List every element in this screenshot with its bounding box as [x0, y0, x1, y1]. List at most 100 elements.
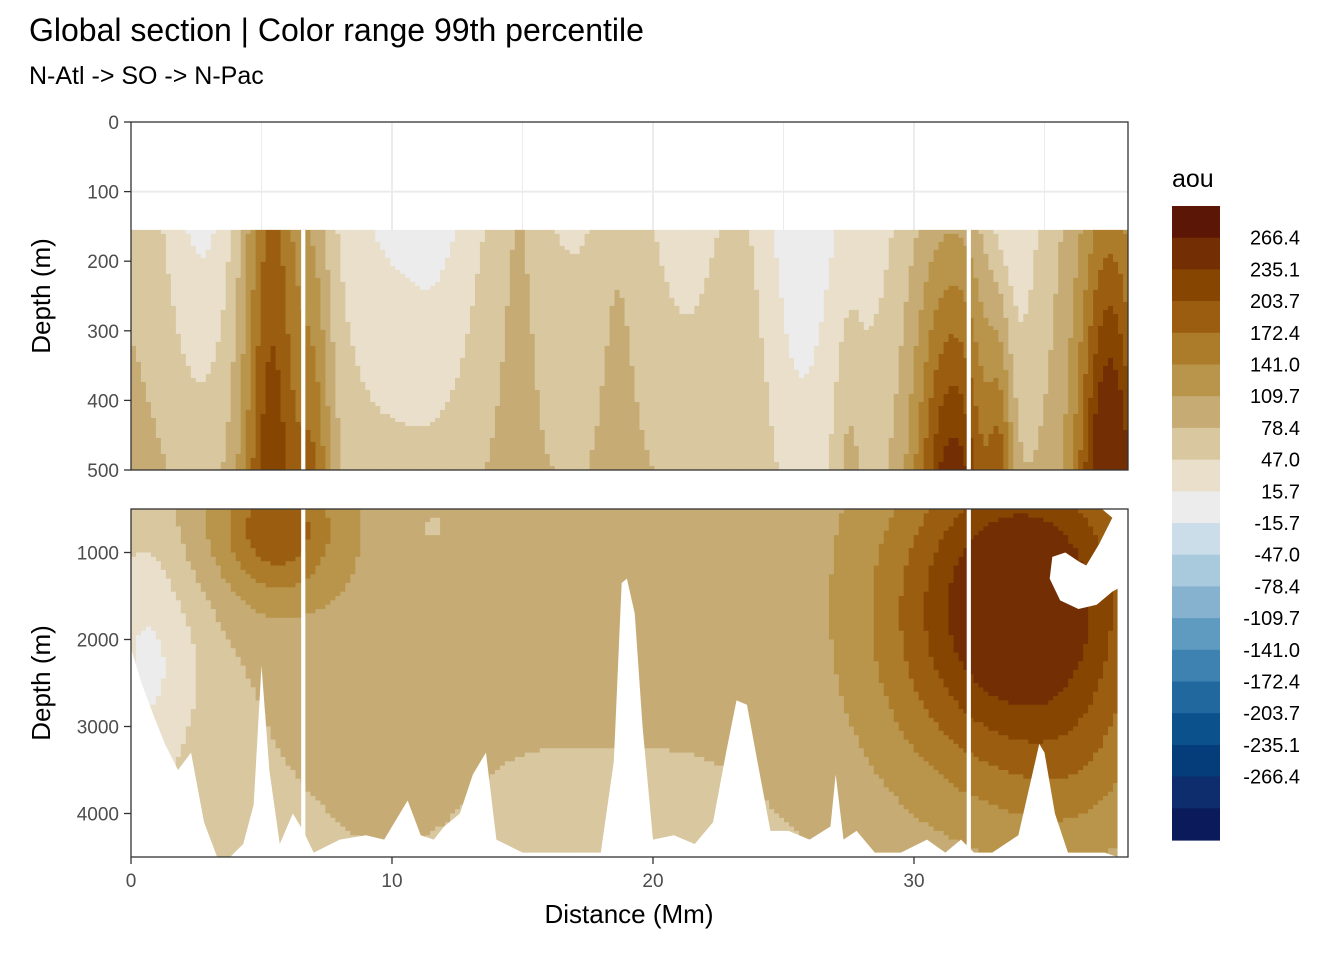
aou-cell: [295, 421, 302, 470]
aou-cell: [230, 509, 237, 554]
chart-title: Global section | Color range 99th percen…: [29, 12, 644, 48]
x-tick-label: 20: [642, 871, 663, 892]
legend-swatch: [1172, 237, 1220, 270]
aou-cell: [310, 509, 317, 575]
aou-cell: [1068, 337, 1074, 470]
aou-cell: [873, 774, 880, 857]
aou-cell: [385, 509, 391, 849]
aou-cell: [280, 229, 287, 267]
aou-cell: [913, 345, 920, 455]
aou-cell: [1108, 848, 1114, 857]
y-tick-label: 3000: [77, 718, 119, 739]
aou-cell: [195, 229, 202, 255]
aou-cell: [310, 345, 317, 443]
aou-cell: [155, 437, 162, 470]
aou-cell: [1078, 661, 1084, 719]
aou-cell: [200, 229, 207, 259]
aou-cell: [245, 229, 252, 235]
aou-cell: [1078, 770, 1084, 815]
aou-cell: [779, 229, 785, 299]
aou-cell: [430, 517, 436, 536]
aou-cell: [963, 357, 970, 415]
aou-cell: [165, 273, 172, 470]
legend-labels: 266.4 235.1 203.7 172.4 141.0 109.7 78.4 47.0 15…: [1243, 228, 1300, 789]
aou-cell: [395, 229, 401, 271]
aou-cell: [185, 509, 192, 562]
aou-cell: [908, 678, 915, 745]
aou-cell: [833, 674, 840, 857]
aou-cell: [305, 613, 312, 793]
aou-cell: [784, 509, 790, 823]
aou-cell: [858, 748, 865, 857]
aou-cell: [355, 509, 361, 558]
aou-cell: [739, 509, 745, 780]
aou-cell: [315, 277, 322, 383]
legend-swatch: [1172, 808, 1220, 841]
aou-cell: [953, 385, 960, 439]
aou-cell: [923, 822, 930, 857]
aou-cell: [968, 257, 975, 319]
aou-cell: [504, 509, 511, 762]
aou-cell: [1053, 778, 1059, 823]
aou-cell: [474, 229, 481, 275]
aou-cell: [430, 535, 436, 832]
legend-label: -172.4: [1243, 672, 1300, 694]
aou-cell: [714, 229, 720, 239]
aou-cell: [1113, 229, 1119, 263]
aou-cell: [948, 635, 955, 697]
aou-cell: [315, 800, 322, 857]
aou-cell: [220, 509, 227, 580]
aou-cell: [1063, 687, 1069, 736]
aou-cell: [1113, 848, 1119, 857]
aou-cell: [405, 509, 411, 845]
aou-cell: [913, 237, 920, 347]
aou-cell: [380, 413, 386, 470]
aou-cell: [943, 687, 950, 736]
aou-cell: [230, 648, 237, 857]
aou-cell: [365, 389, 371, 470]
aou-cell: [963, 713, 970, 754]
aou-cell: [225, 582, 232, 641]
aou-cell: [295, 229, 302, 287]
aou-cell: [220, 309, 227, 463]
aou-cell: [1093, 535, 1099, 693]
aou-cell: [953, 565, 960, 654]
panel-lower: 1000 2000 3000 4000 0 10 20 30: [77, 508, 1129, 892]
aou-cell: [873, 565, 880, 662]
aou-cell: [310, 229, 317, 247]
aou-cell: [285, 509, 292, 562]
aou-cell: [893, 722, 900, 797]
aou-cell: [1088, 704, 1094, 762]
aou-cell: [155, 561, 162, 641]
aou-cell: [953, 229, 960, 235]
aou-cell: [993, 329, 999, 379]
aou-cell: [958, 341, 965, 395]
aou-cell: [644, 449, 651, 470]
aou-cell: [619, 229, 626, 299]
aou-cell: [534, 389, 541, 470]
aou-cell: [529, 752, 536, 857]
aou-cell: [983, 253, 990, 319]
aou-cell: [1073, 669, 1079, 728]
aou-cell: [305, 791, 312, 857]
aou-cell: [1038, 704, 1044, 745]
aou-cell: [435, 229, 441, 283]
aou-cell: [185, 561, 192, 628]
aou-cell: [983, 229, 990, 255]
aou-cell: [679, 752, 685, 857]
aou-cell: [1088, 809, 1094, 857]
aou-cell: [275, 565, 282, 588]
aou-cell: [943, 233, 950, 291]
aou-cell: [365, 509, 371, 841]
aou-cell: [1078, 561, 1084, 662]
aou-cell: [988, 381, 995, 435]
aou-cell: [160, 656, 167, 680]
aou-cell: [704, 509, 710, 762]
aou-cell: [774, 229, 780, 259]
aou-cell: [1013, 739, 1019, 775]
aou-cell: [848, 229, 855, 311]
aou-cell: [250, 457, 257, 470]
aou-cell: [340, 591, 346, 828]
aou-cell: [1058, 530, 1064, 693]
aou-cell: [180, 509, 187, 545]
